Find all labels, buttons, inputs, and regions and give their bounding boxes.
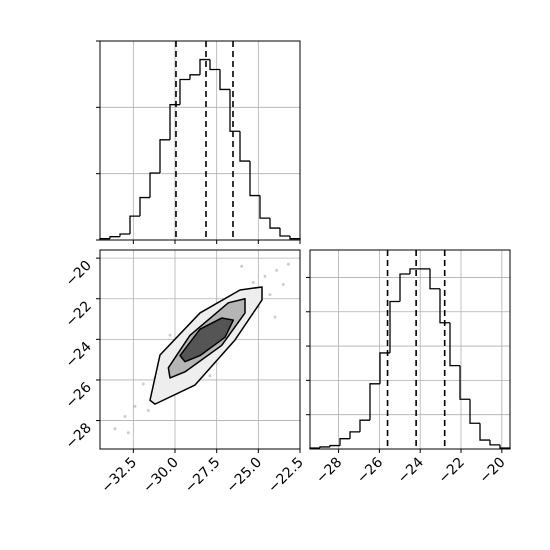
hist-step (129, 215, 140, 235)
point (263, 274, 267, 278)
hist-step (389, 300, 400, 353)
hist-step (249, 161, 260, 197)
hist-step (489, 440, 500, 446)
hist-step (469, 399, 480, 424)
hist-step (219, 69, 230, 91)
x-tick-label: −27.5 (182, 455, 224, 497)
hist-step (379, 352, 390, 384)
hist-step (329, 444, 340, 447)
hist-step (229, 89, 240, 132)
y-tick-label: −22 (63, 298, 95, 330)
x-tick-label: −25.0 (224, 455, 266, 497)
x-tick-label: −22 (436, 455, 468, 487)
hist-step (439, 288, 450, 324)
y-tick-label: −28 (63, 420, 95, 452)
hist-step (139, 196, 150, 217)
hist-step (349, 431, 360, 439)
hist-step (449, 322, 460, 367)
x-tick-label: −30.0 (140, 455, 182, 497)
x-tick-label: −22.5 (265, 455, 307, 497)
hist-step (199, 58, 210, 75)
point (251, 280, 255, 284)
y-tick-label: −20 (63, 258, 95, 290)
x-tick-label: −28 (313, 455, 345, 487)
hist-step (149, 172, 160, 198)
x-tick-label: −24 (395, 454, 427, 486)
panel: −28 −26 −24 −22 −20 (306, 249, 511, 487)
contour (179, 317, 235, 363)
point (286, 262, 290, 266)
panel: −32.5 −30.0 −27.5 −25.0 −22.5 −20 −22 −24 −26 −28 (63, 249, 307, 497)
axes-frame (309, 249, 511, 450)
point (146, 408, 150, 412)
x-tick-label: −32.5 (99, 455, 141, 497)
hist-step (109, 236, 120, 239)
y-tick-label: −24 (63, 339, 95, 371)
point (141, 382, 145, 386)
point (133, 404, 137, 408)
point (113, 427, 117, 431)
hist-step (429, 268, 440, 290)
hist-step (239, 131, 250, 162)
point (268, 293, 272, 297)
hist-step (479, 423, 490, 441)
hist-step (269, 218, 280, 229)
hist-step (179, 78, 190, 105)
panel (96, 40, 301, 244)
axes-frame (99, 249, 301, 450)
hist-step (159, 139, 170, 174)
point (123, 415, 127, 419)
hist-step (369, 383, 380, 421)
point (281, 283, 285, 287)
hist-step (359, 419, 370, 432)
point (126, 431, 130, 435)
point (168, 333, 172, 337)
hist-step (399, 273, 410, 302)
point (240, 264, 244, 268)
hist-step (279, 228, 290, 237)
x-tick-label: −20 (476, 455, 508, 487)
axes-frame (99, 40, 301, 241)
hist-step (209, 59, 220, 71)
hist-step (119, 233, 130, 237)
hist-step (409, 268, 420, 275)
hist-step (339, 438, 350, 446)
point (275, 268, 279, 272)
hist-step (259, 195, 270, 219)
point (208, 374, 212, 378)
hist-step (189, 74, 200, 80)
x-tick-label: −26 (354, 454, 386, 486)
y-tick-label: −26 (63, 379, 95, 411)
point (273, 315, 277, 319)
hist-step (459, 365, 470, 400)
hist-step (319, 446, 330, 448)
hist-step (289, 236, 301, 240)
